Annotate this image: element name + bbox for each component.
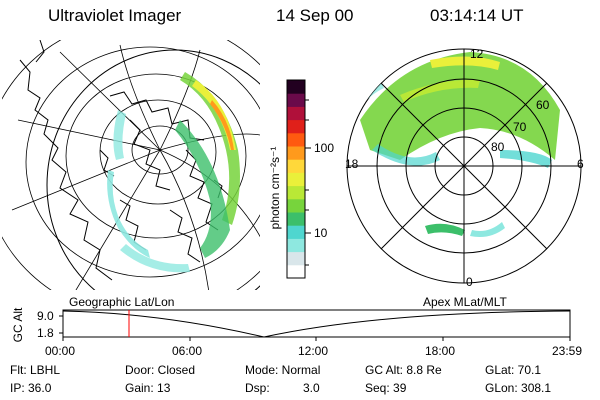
mlt-label-18: 18 xyxy=(345,157,359,171)
colorbar xyxy=(286,79,306,279)
info-mode: Mode: Normal xyxy=(245,363,321,377)
info-ip: IP: 36.0 xyxy=(10,381,52,395)
geo-panel-label: Geographic Lat/Lon xyxy=(69,295,175,309)
mlat-label-70: 70 xyxy=(513,120,527,134)
colorbar-segment xyxy=(287,264,305,279)
polar-grid xyxy=(347,49,581,283)
observation-time: 03:14:14 UT xyxy=(430,6,524,25)
mlt-label-12: 12 xyxy=(470,47,484,61)
info-dsp-label: Dsp: xyxy=(245,381,270,395)
colorbar-segment xyxy=(287,238,305,253)
info-gc-alt: GC Alt: 8.8 Re xyxy=(365,363,442,377)
timeline-ticks xyxy=(59,315,571,341)
info-filter: Flt: LBHL xyxy=(10,363,61,377)
colorbar-segment xyxy=(287,106,305,121)
instrument-title: Ultraviolet Imager xyxy=(48,6,182,25)
colorbar-label: photon cm⁻²s⁻¹ xyxy=(268,146,282,230)
colorbar-segment xyxy=(287,185,305,200)
timeline-xtick-0: 00:00 xyxy=(45,344,76,358)
timeline-xtick-4: 23:59 xyxy=(552,344,583,358)
timeline-ylabel: GC Alt xyxy=(11,307,25,343)
info-dsp-value: 3.0 xyxy=(303,381,320,395)
geo-grid-lat xyxy=(2,40,260,290)
colorbar-segment xyxy=(287,132,305,147)
info-door: Door: Closed xyxy=(125,363,196,377)
apex-panel-label: Apex MLat/MLT xyxy=(423,295,507,309)
colorbar-segment xyxy=(287,212,305,226)
info-glat: GLat: 70.1 xyxy=(485,363,542,377)
geo-aurora xyxy=(107,72,240,273)
info-gain: Gain: 13 xyxy=(125,381,171,395)
mlt-label-6: 6 xyxy=(577,157,584,171)
colorbar-segment xyxy=(287,251,305,266)
colorbar-segment xyxy=(287,80,305,94)
timeline-xtick-1: 06:00 xyxy=(172,344,203,358)
colorbar-frame xyxy=(286,79,306,279)
mlt-label-0: 0 xyxy=(466,275,473,289)
timeline-ytick-top: 9.0 xyxy=(37,309,54,323)
info-glon: GLon: 308.1 xyxy=(485,381,552,395)
polar-plot xyxy=(346,48,582,284)
colorbar-segment xyxy=(287,93,305,107)
colorbar-segment xyxy=(287,146,305,160)
colorbar-ticks xyxy=(305,99,311,266)
mlat-label-80: 80 xyxy=(491,140,505,154)
colorbar-segment xyxy=(287,172,305,187)
colorbar-tick-100: 100 xyxy=(314,141,335,155)
colorbar-segment xyxy=(287,198,305,213)
timeline-xtick-3: 18:00 xyxy=(425,344,456,358)
colorbar-segment xyxy=(287,225,305,239)
timeline-plot xyxy=(59,309,571,341)
observation-date: 14 Sep 00 xyxy=(276,6,354,25)
mlat-label-60: 60 xyxy=(536,98,550,112)
geographic-map xyxy=(2,40,260,290)
colorbar-tick-10: 10 xyxy=(314,226,328,240)
timeline-xtick-2: 12:00 xyxy=(298,344,329,358)
colorbar-segment xyxy=(287,159,305,173)
info-seq: Seq: 39 xyxy=(365,381,407,395)
colorbar-segment xyxy=(287,119,305,134)
timeline-ytick-bottom: 1.8 xyxy=(37,326,54,340)
